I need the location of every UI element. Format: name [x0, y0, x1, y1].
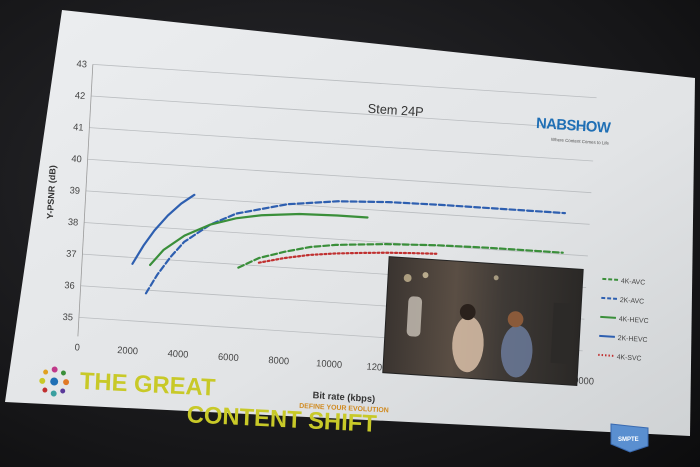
- y-gridline: [89, 127, 594, 162]
- chart-series: [131, 193, 567, 295]
- x-tick-label: 4000: [167, 347, 188, 359]
- legend-label: 4K-AVC: [621, 278, 646, 287]
- legend-label: 2K-AVC: [620, 297, 645, 306]
- chart-title: Stem 24P: [367, 101, 424, 120]
- banner-subtitle: DEFINE YOUR EVOLUTION: [299, 403, 389, 415]
- y-gridline: [87, 158, 592, 194]
- x-tick-label: 2000: [117, 344, 138, 356]
- legend-label: 4K-HEVC: [619, 316, 649, 325]
- x-tick-label: 0: [74, 341, 80, 352]
- y-gridline: [85, 190, 590, 225]
- legend-swatch: [601, 296, 618, 300]
- conference-banner: THE GREAT CONTENT SHIFT DEFINE YOUR EVOL…: [39, 366, 389, 438]
- y-tick-label: 36: [64, 279, 75, 291]
- svg-text:NABSHOW: NABSHOW: [536, 116, 612, 137]
- y-gridline: [91, 95, 595, 130]
- y-tick-label: 43: [76, 58, 87, 70]
- series-line-4k-svc: [257, 251, 438, 264]
- x-tick-label: 6000: [218, 351, 239, 363]
- y-tick-label: 41: [73, 121, 84, 133]
- svg-text:Where Content Comes to Life: Where Content Comes to Life: [551, 137, 610, 146]
- legend-label: 4K-SVC: [617, 354, 642, 363]
- legend-label: 2K-HEVC: [618, 335, 648, 344]
- y-axis-label: Y-PSNR (dB): [45, 165, 58, 220]
- series-line-2k-avc: [144, 200, 567, 295]
- legend-swatch: [598, 353, 614, 357]
- nab-show-logo: NABSHOW Where Content Comes to Life: [536, 116, 612, 146]
- x-tick-label: 8000: [268, 354, 289, 366]
- y-tick-label: 42: [75, 89, 86, 101]
- film-still-image: [382, 256, 584, 387]
- y-tick-label: 35: [62, 311, 73, 323]
- y-gridline: [92, 63, 597, 99]
- smpte-badge-icon: SMPTE: [610, 423, 649, 453]
- legend-swatch: [600, 315, 616, 319]
- y-axis-line: [77, 64, 94, 337]
- x-axis-label: Bit rate (kbps): [312, 389, 375, 404]
- legend-swatch: [602, 277, 619, 281]
- y-axis-ticks: 35 36 37 38 39 40 41 42 43: [62, 58, 87, 323]
- series-line-4k-hevc: [148, 212, 369, 267]
- y-tick-label: 37: [66, 247, 77, 259]
- chart-plot: 35 36 37 38 39 40 41 42 43 0 2000 4000 6000 8000 1000…: [45, 58, 649, 405]
- y-gridline: [84, 222, 588, 257]
- legend-swatch: [599, 334, 615, 338]
- series-line-4k-avc: [237, 243, 564, 269]
- x-tick-label: 10000: [316, 357, 342, 370]
- banner-emblem-icon: [39, 366, 70, 397]
- svg-text:SMPTE: SMPTE: [618, 437, 639, 443]
- chart-legend: 4K-AVC 2K-AVC 4K-HEVC 2K-HEVC 4K-SVC: [598, 277, 649, 363]
- y-tick-label: 40: [71, 153, 82, 165]
- series-line-2k-hevc: [131, 193, 196, 265]
- y-tick-label: 39: [69, 184, 80, 196]
- y-tick-label: 38: [68, 216, 79, 228]
